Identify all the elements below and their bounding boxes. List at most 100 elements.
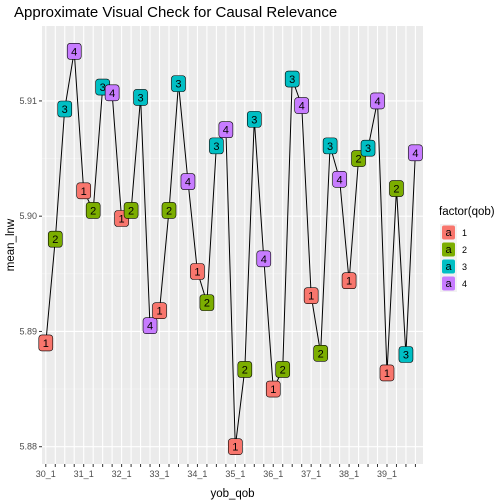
y-tick-label: 5.89 (19, 326, 37, 336)
data-point-text: 4 (109, 88, 115, 100)
data-point-label: 4 (332, 171, 347, 188)
data-point-text: 3 (251, 114, 257, 126)
data-point-box (294, 97, 309, 114)
data-point-text: 3 (138, 92, 144, 104)
data-point-box (218, 121, 234, 139)
data-point-box (256, 250, 272, 268)
data-point-text: 4 (71, 46, 77, 58)
data-point-label: 2 (47, 230, 63, 248)
data-point-box (284, 70, 300, 88)
data-point-box (237, 361, 253, 378)
data-point-box (142, 317, 158, 334)
data-point-text: 2 (318, 348, 324, 360)
data-point-text: 1 (346, 276, 352, 288)
legend-label: 1 (462, 228, 467, 238)
data-point-text: 2 (52, 234, 58, 246)
x-tick-label: 34_1 (187, 469, 207, 479)
data-point-label: 1 (303, 287, 319, 305)
data-point-label: 3 (209, 137, 224, 155)
x-tick-label: 33_1 (150, 469, 170, 479)
data-point-text: 4 (299, 101, 305, 113)
data-point-text: 3 (365, 143, 371, 155)
data-point-box (360, 139, 376, 157)
data-point-text: 2 (128, 205, 134, 217)
data-point-box (180, 173, 196, 190)
legend-label: 3 (462, 262, 467, 272)
data-point-label: 4 (104, 84, 120, 102)
data-point-label: 4 (218, 121, 234, 139)
data-point-box (209, 137, 224, 155)
data-point-label: 2 (313, 345, 328, 362)
legend-label: 4 (462, 279, 467, 289)
data-point-label: 3 (322, 137, 338, 155)
data-point-text: 4 (337, 174, 343, 186)
data-point-box (228, 438, 243, 456)
x-tick-label: 39_1 (377, 469, 397, 479)
data-point-box (38, 334, 54, 352)
x-axis: 30_1 31_1 32_1 33_1 34_1 35_1 36_1 37_1 38_1 39_1 (36, 464, 416, 479)
data-point-label: 4 (408, 144, 423, 162)
chart-title: Approximate Visual Check for Causal Rele… (14, 4, 337, 21)
data-point-text: 2 (90, 205, 96, 217)
data-point-text: 1 (384, 368, 390, 380)
data-point-label: 1 (38, 334, 54, 352)
data-point-text: 4 (223, 125, 229, 137)
data-point-label: 3 (360, 139, 376, 157)
data-point-text: 2 (280, 364, 286, 376)
data-point-box (57, 100, 73, 118)
data-point-text: 4 (412, 148, 418, 160)
legend-key (442, 242, 455, 257)
data-point-text: 1 (156, 306, 162, 318)
data-point-text: 3 (327, 141, 333, 153)
data-point-text: 2 (355, 154, 361, 166)
data-point-text: 3 (213, 141, 219, 153)
data-point-label: 1 (76, 182, 92, 200)
data-point-box (265, 380, 281, 398)
data-point-label: 2 (275, 361, 291, 378)
y-tick-label: 5.88 (19, 442, 37, 452)
data-point-box (123, 202, 139, 219)
data-point-label: 4 (294, 97, 309, 114)
data-point-text: 1 (308, 291, 314, 303)
legend-key-glyph: a (445, 278, 452, 290)
data-point-text: 3 (403, 350, 409, 362)
data-point-text: 3 (62, 104, 68, 116)
data-point-text: 1 (119, 213, 125, 225)
legend-key-glyph: a (445, 227, 452, 239)
data-point-box (303, 287, 319, 305)
x-tick-label: 38_1 (339, 469, 359, 479)
data-point-text: 1 (81, 186, 87, 198)
data-point-box (370, 92, 385, 110)
x-tick-label: 32_1 (112, 469, 132, 479)
y-tick-label: 5.90 (19, 211, 37, 221)
data-point-label: 3 (284, 70, 300, 88)
data-point-label: 3 (246, 111, 262, 128)
data-point-box (161, 202, 177, 219)
data-point-box (190, 263, 205, 280)
legend-key (442, 259, 455, 274)
data-point-label: 1 (341, 272, 357, 290)
data-point-label: 4 (142, 317, 158, 334)
data-point-box (398, 346, 414, 363)
data-point-label: 4 (180, 173, 196, 190)
data-point-text: 1 (194, 267, 200, 279)
data-point-box (322, 137, 338, 155)
data-point-box (76, 182, 92, 200)
data-point-text: 1 (43, 338, 49, 350)
data-point-label: 2 (199, 294, 215, 311)
data-point-label: 1 (152, 302, 167, 320)
data-point-label: 4 (256, 250, 272, 268)
data-point-text: 2 (242, 364, 248, 376)
data-point-label: 1 (228, 438, 243, 456)
data-point-label: 1 (379, 364, 395, 382)
data-point-text: 2 (166, 205, 172, 217)
x-axis-title: yob_qob (210, 488, 254, 500)
data-point-box (379, 364, 395, 382)
data-point-label: 2 (85, 202, 101, 219)
data-point-text: 4 (261, 254, 267, 266)
data-point-label: 3 (398, 346, 414, 363)
y-axis: 5.88 5.89 5.90 5.91 (19, 96, 42, 452)
grid-major (42, 26, 423, 464)
